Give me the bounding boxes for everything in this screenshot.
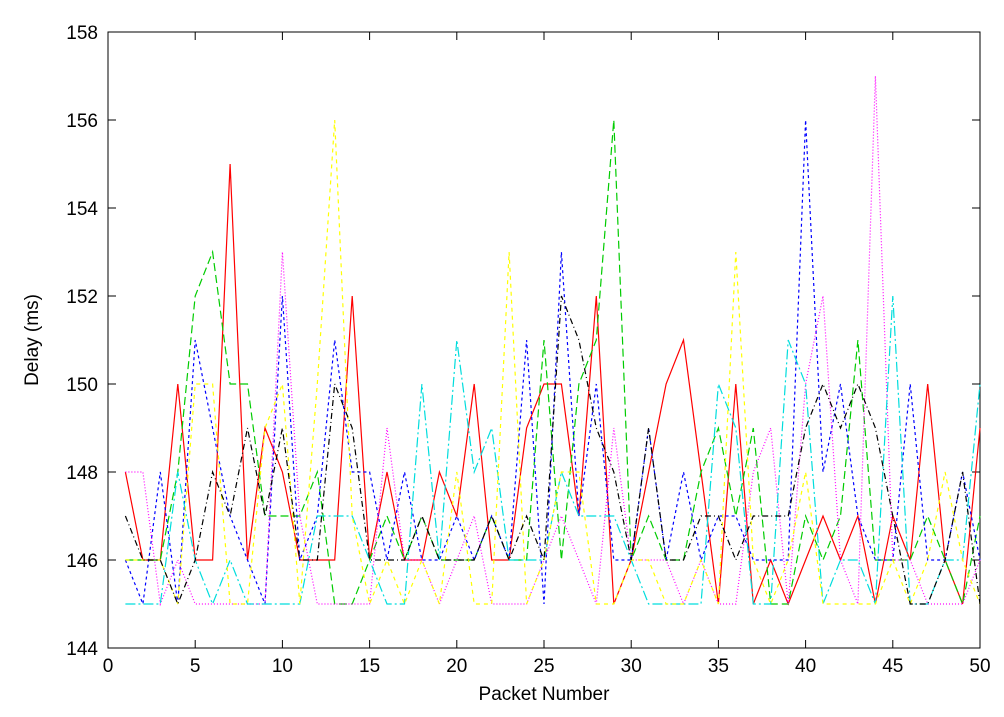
x-axis-label: Packet Number <box>479 684 611 705</box>
y-tick-label: 150 <box>66 375 98 396</box>
y-tick-label: 156 <box>66 111 98 132</box>
series-line-6 <box>125 119 981 607</box>
axis-ticks <box>107 31 981 649</box>
y-tick-label: 152 <box>66 287 98 308</box>
tick-labels: 0 5 10 15 20 25 30 35 40 45 50 144 146 148 150 152 154 15… <box>66 23 990 677</box>
y-tick-label: 144 <box>66 639 98 660</box>
y-tick-label: 148 <box>66 463 98 484</box>
series-line-2 <box>125 119 981 607</box>
series-lines <box>124 75 981 607</box>
x-tick-label: 10 <box>272 656 293 677</box>
y-tick-label: 158 <box>66 23 98 44</box>
series-line-1 <box>124 163 981 606</box>
series-line-5 <box>125 295 981 606</box>
y-tick-label: 154 <box>66 199 98 220</box>
x-tick-label: 35 <box>708 656 729 677</box>
x-tick-label: 0 <box>103 656 114 677</box>
x-tick-label: 40 <box>795 656 816 677</box>
x-tick-label: 5 <box>190 656 201 677</box>
x-tick-label: 15 <box>359 656 380 677</box>
series-line-4 <box>125 75 981 607</box>
x-tick-label: 25 <box>533 656 554 677</box>
y-tick-label: 146 <box>66 551 98 572</box>
x-tick-label: 45 <box>882 656 903 677</box>
y-axis-label: Delay (ms) <box>22 294 43 386</box>
x-tick-label: 50 <box>969 656 990 677</box>
series-line-7 <box>124 295 981 606</box>
x-tick-label: 20 <box>446 656 467 677</box>
x-tick-label: 30 <box>621 656 642 677</box>
